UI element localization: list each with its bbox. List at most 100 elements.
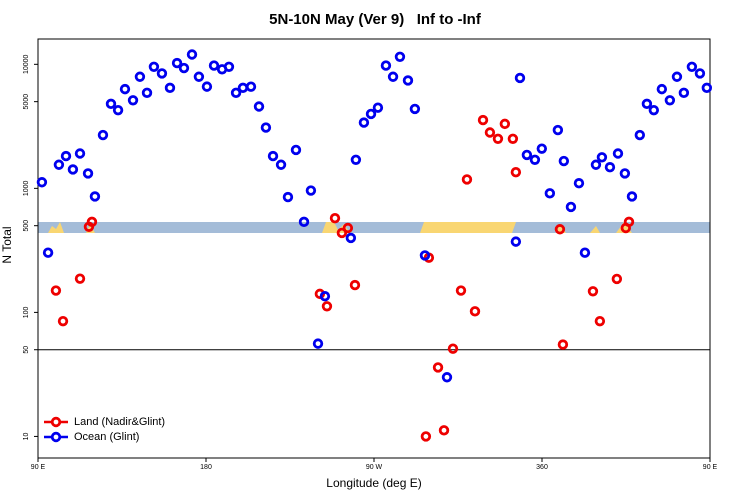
point [380, 60, 392, 71]
point [358, 117, 370, 128]
point [89, 191, 101, 202]
point [253, 101, 265, 112]
point [409, 103, 421, 115]
point [438, 425, 450, 436]
point [656, 83, 668, 95]
point [50, 285, 62, 296]
point [594, 315, 606, 327]
point [178, 62, 190, 74]
y-tick-label: 10 [23, 432, 30, 440]
point [461, 174, 473, 185]
point [514, 72, 526, 84]
point [329, 212, 341, 224]
point [74, 273, 86, 284]
point [469, 306, 481, 317]
y-axis-label: N Total [0, 226, 14, 263]
y-tick-label: 10000 [23, 54, 30, 74]
point [641, 98, 653, 110]
point [694, 68, 706, 79]
point [484, 127, 496, 138]
point [97, 129, 109, 141]
x-tick-label: 90 W [366, 464, 383, 471]
y-tick-label: 100 [23, 306, 30, 318]
point [82, 168, 94, 179]
point [394, 51, 406, 62]
y-tick-label: 5000 [23, 94, 30, 110]
point [53, 159, 65, 170]
point [36, 177, 48, 188]
y-tick-label: 50 [23, 346, 30, 354]
point [127, 95, 139, 106]
point [664, 95, 676, 106]
point [678, 87, 690, 99]
point [611, 273, 623, 285]
point [419, 250, 431, 261]
point [134, 71, 146, 82]
point [156, 68, 168, 79]
point [260, 122, 272, 133]
point [510, 166, 522, 178]
point [447, 343, 459, 354]
point [573, 178, 585, 189]
point [619, 168, 631, 179]
point [492, 133, 504, 144]
x-tick-label: 90 E [31, 464, 46, 471]
point [267, 150, 279, 162]
point [230, 87, 242, 99]
point [67, 164, 79, 175]
point [86, 216, 98, 228]
point [305, 185, 317, 196]
point [245, 81, 257, 92]
point [237, 82, 249, 94]
point [119, 83, 131, 95]
chart-title: 5N-10N May (Ver 9) Inf to -Inf [269, 11, 482, 28]
point [336, 227, 348, 239]
legend-label: Land (Nadir&Glint) [74, 416, 165, 428]
point [141, 87, 153, 99]
land-mask-strip [38, 222, 710, 233]
point [604, 162, 616, 173]
point [275, 159, 287, 170]
point [298, 216, 310, 228]
point [634, 129, 646, 141]
point [499, 118, 511, 130]
point [565, 201, 577, 213]
point [193, 71, 205, 82]
point [477, 114, 489, 126]
point [529, 154, 541, 165]
point [596, 152, 608, 163]
point [536, 143, 548, 154]
point [171, 57, 183, 69]
point [342, 222, 354, 234]
point [208, 60, 220, 71]
point [321, 301, 333, 312]
point [319, 291, 331, 302]
x-tick-label: 180 [200, 464, 212, 471]
point [510, 236, 522, 247]
point [626, 191, 638, 202]
point [350, 154, 362, 165]
point [349, 279, 361, 291]
point [345, 232, 357, 244]
point [521, 149, 533, 161]
point [507, 133, 519, 144]
legend-label: Ocean (Glint) [74, 431, 139, 443]
point [223, 61, 235, 72]
point [554, 224, 566, 235]
point [290, 144, 302, 156]
point [112, 104, 124, 116]
x-tick-label: 360 [536, 464, 548, 471]
point [282, 191, 294, 203]
point [402, 75, 414, 86]
point [590, 159, 602, 170]
legend-marker [50, 431, 62, 443]
point [671, 71, 683, 82]
point [387, 71, 399, 82]
point [612, 148, 624, 159]
point [579, 247, 591, 258]
point [432, 362, 444, 373]
point [558, 155, 570, 167]
plot-frame [37, 38, 711, 459]
point [455, 285, 467, 296]
